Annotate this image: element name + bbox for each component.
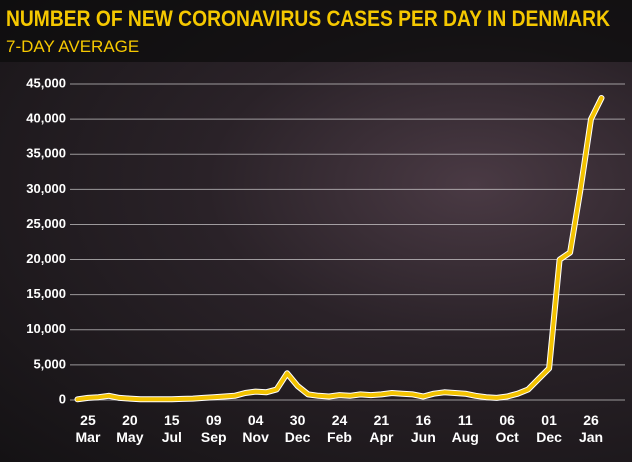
x-tick-label: 15 Jul — [161, 412, 182, 445]
series-line-outline — [74, 95, 605, 403]
x-tick-label: 21 Apr — [369, 412, 394, 445]
y-tick-label: 5,000 — [33, 356, 66, 371]
y-tick-label: 10,000 — [26, 321, 66, 336]
x-tick-label: 16 Jun — [410, 412, 436, 445]
y-tick-label: 15,000 — [26, 286, 66, 301]
x-tick-label: 26 Jan — [578, 412, 604, 445]
y-tick-label: 25,000 — [26, 216, 66, 231]
y-tick-label: 35,000 — [26, 146, 66, 161]
x-tick-label: 04 Nov — [242, 412, 269, 445]
series-line — [75, 96, 604, 402]
chart-title: NUMBER OF NEW CORONAVIRUS CASES PER DAY … — [6, 6, 610, 31]
y-tick-label: 20,000 — [26, 251, 66, 266]
x-tick-label: 20 May — [116, 412, 144, 445]
x-tick-label: 01 Dec — [536, 412, 562, 445]
x-tick-label: 11 Aug — [451, 412, 479, 445]
y-tick-label: 30,000 — [26, 181, 66, 196]
x-tick-label: 09 Sep — [200, 412, 227, 445]
x-tick-label: 06 Oct — [495, 412, 519, 445]
chart-subtitle: 7-DAY AVERAGE — [6, 37, 139, 56]
x-tick-label: 24 Feb — [327, 412, 352, 445]
x-tick-label: 25 Mar — [75, 412, 101, 445]
y-tick-label: 45,000 — [26, 75, 66, 90]
y-tick-label: 40,000 — [26, 111, 66, 126]
y-tick-label: 0 — [59, 391, 66, 406]
x-tick-label: 30 Dec — [284, 412, 311, 445]
header-band — [0, 0, 632, 62]
